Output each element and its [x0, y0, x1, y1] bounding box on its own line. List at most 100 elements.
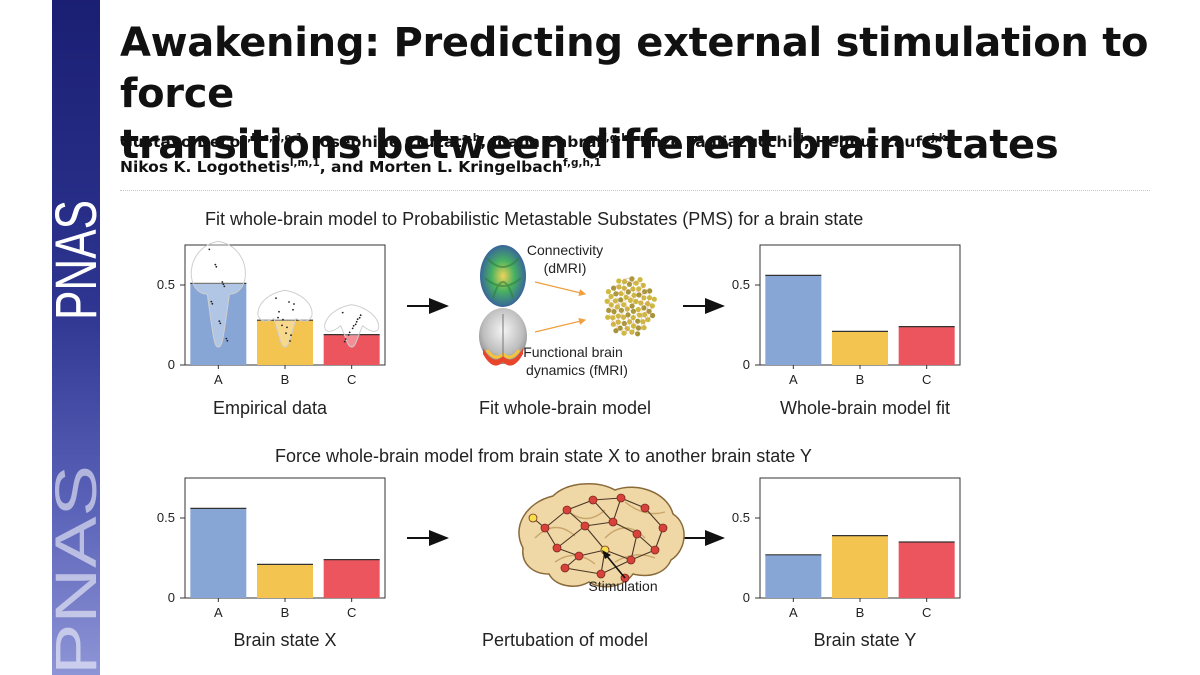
pnas-logo-text-top: PNAS: [52, 200, 100, 320]
network-node: [635, 306, 641, 313]
network-node: [605, 314, 611, 320]
network-edge: [613, 278, 636, 287]
x-tick-label-c: C: [922, 372, 931, 387]
network-edge: [604, 549, 632, 561]
network-node: [614, 304, 620, 310]
author-affiliation: f,g,h,1: [562, 157, 602, 169]
network-node: [621, 330, 627, 336]
paper-title-line-1: Awakening: Predicting external stimulati…: [120, 20, 1149, 117]
network-node: [610, 321, 616, 327]
network-node: [596, 569, 606, 579]
bar-c: [323, 559, 380, 598]
functional-label-line-1: Functional brain: [523, 344, 623, 360]
network-node: [635, 325, 642, 331]
data-point: [347, 334, 350, 336]
network-edge: [608, 311, 617, 329]
data-point: [281, 324, 283, 327]
bar-a: [765, 554, 822, 598]
x-tick-label-b: B: [856, 605, 865, 620]
data-point: [215, 265, 218, 268]
network-node: [540, 523, 550, 533]
x-tick-label-a: A: [214, 605, 223, 620]
data-point: [221, 281, 224, 283]
brain-state-y-caption: Brain state Y: [813, 630, 917, 650]
network-node: [640, 282, 646, 288]
author-separator: ,: [480, 133, 492, 151]
network-edge: [611, 320, 614, 324]
network-node: [552, 543, 562, 553]
functional-label-line-2: dynamics (fMRI): [526, 362, 628, 378]
perturbation-caption: Pertubation of model: [481, 630, 649, 650]
network-node: [608, 517, 618, 527]
bar-b: [257, 320, 313, 365]
network-edge: [564, 567, 602, 575]
violin-b: [257, 289, 313, 348]
y-tick-label: 0.5: [157, 277, 175, 292]
y-tick-label: 0: [168, 357, 175, 372]
network-node: [650, 312, 656, 319]
data-point: [225, 337, 228, 340]
author-affiliation: j,k: [931, 132, 946, 144]
author-name: Gustavo Deco: [120, 133, 241, 151]
data-point: [354, 323, 357, 326]
author-affiliation: a,b: [461, 132, 481, 144]
network-node: [616, 278, 622, 284]
paper-title: Awakening: Predicting external stimulati…: [120, 18, 1160, 171]
data-point: [290, 334, 292, 337]
bar-a: [190, 508, 247, 598]
network-edge: [643, 293, 651, 328]
network-edge: [612, 288, 648, 325]
network-node: [618, 297, 624, 303]
network-node: [650, 545, 660, 555]
y-tick-label: 0.5: [732, 510, 750, 525]
author-name: Enzo Tagliazucchi: [640, 133, 793, 151]
y-tick-label: 0: [743, 590, 750, 605]
network-node: [647, 288, 653, 294]
author-list: Gustavo Decoa,b,c,d,e,1, Josephine Cruza…: [120, 130, 1180, 180]
y-tick-label: 0: [743, 357, 750, 372]
network-node: [633, 280, 639, 286]
bar-a: [765, 275, 822, 365]
data-point: [218, 320, 221, 323]
network-node: [605, 289, 611, 295]
model-fit-chart: 0 0.5 A B C: [732, 244, 961, 387]
network-edge: [630, 533, 638, 561]
network-node: [658, 523, 668, 533]
bar-c: [323, 334, 380, 365]
connectivity-label-line-2: (dMRI): [544, 260, 587, 276]
journal-sidebar: PNAS PNAS: [52, 0, 100, 675]
network-node: [637, 277, 643, 283]
x-tick-label-c: C: [922, 605, 931, 620]
bar-c: [898, 326, 955, 365]
network-node: [620, 314, 627, 320]
data-point: [341, 311, 344, 314]
data-point: [285, 332, 287, 335]
network-node: [640, 503, 650, 513]
y-tick-label: 0.5: [732, 277, 750, 292]
network-node: [646, 295, 653, 301]
network-node: [604, 298, 610, 304]
network-node: [616, 284, 622, 290]
author-affiliation: l,m,1: [289, 157, 320, 169]
network-node: [626, 281, 633, 287]
network-edge: [641, 283, 644, 331]
model-fit-caption: Whole-brain model fit: [779, 398, 951, 418]
network-edge: [608, 298, 650, 321]
network-node: [630, 286, 636, 292]
network-edge: [644, 507, 664, 529]
data-point: [359, 314, 362, 317]
data-point: [289, 340, 291, 342]
fit-model-diagram: Connectivity (dMRI) Functional brain dyn…: [479, 242, 657, 378]
x-tick-label-c: C: [347, 605, 356, 620]
network-node: [633, 298, 639, 305]
data-point: [211, 302, 214, 305]
x-tick-label-a: A: [789, 605, 798, 620]
data-point: [278, 310, 280, 313]
author-name: Morten L. Kringelbach: [369, 158, 563, 176]
network-node: [613, 328, 619, 334]
data-point: [288, 301, 290, 303]
network-node: [574, 551, 584, 561]
author-affiliation: i,j: [792, 132, 804, 144]
data-point: [208, 248, 211, 251]
author-separator: ,: [803, 133, 816, 151]
